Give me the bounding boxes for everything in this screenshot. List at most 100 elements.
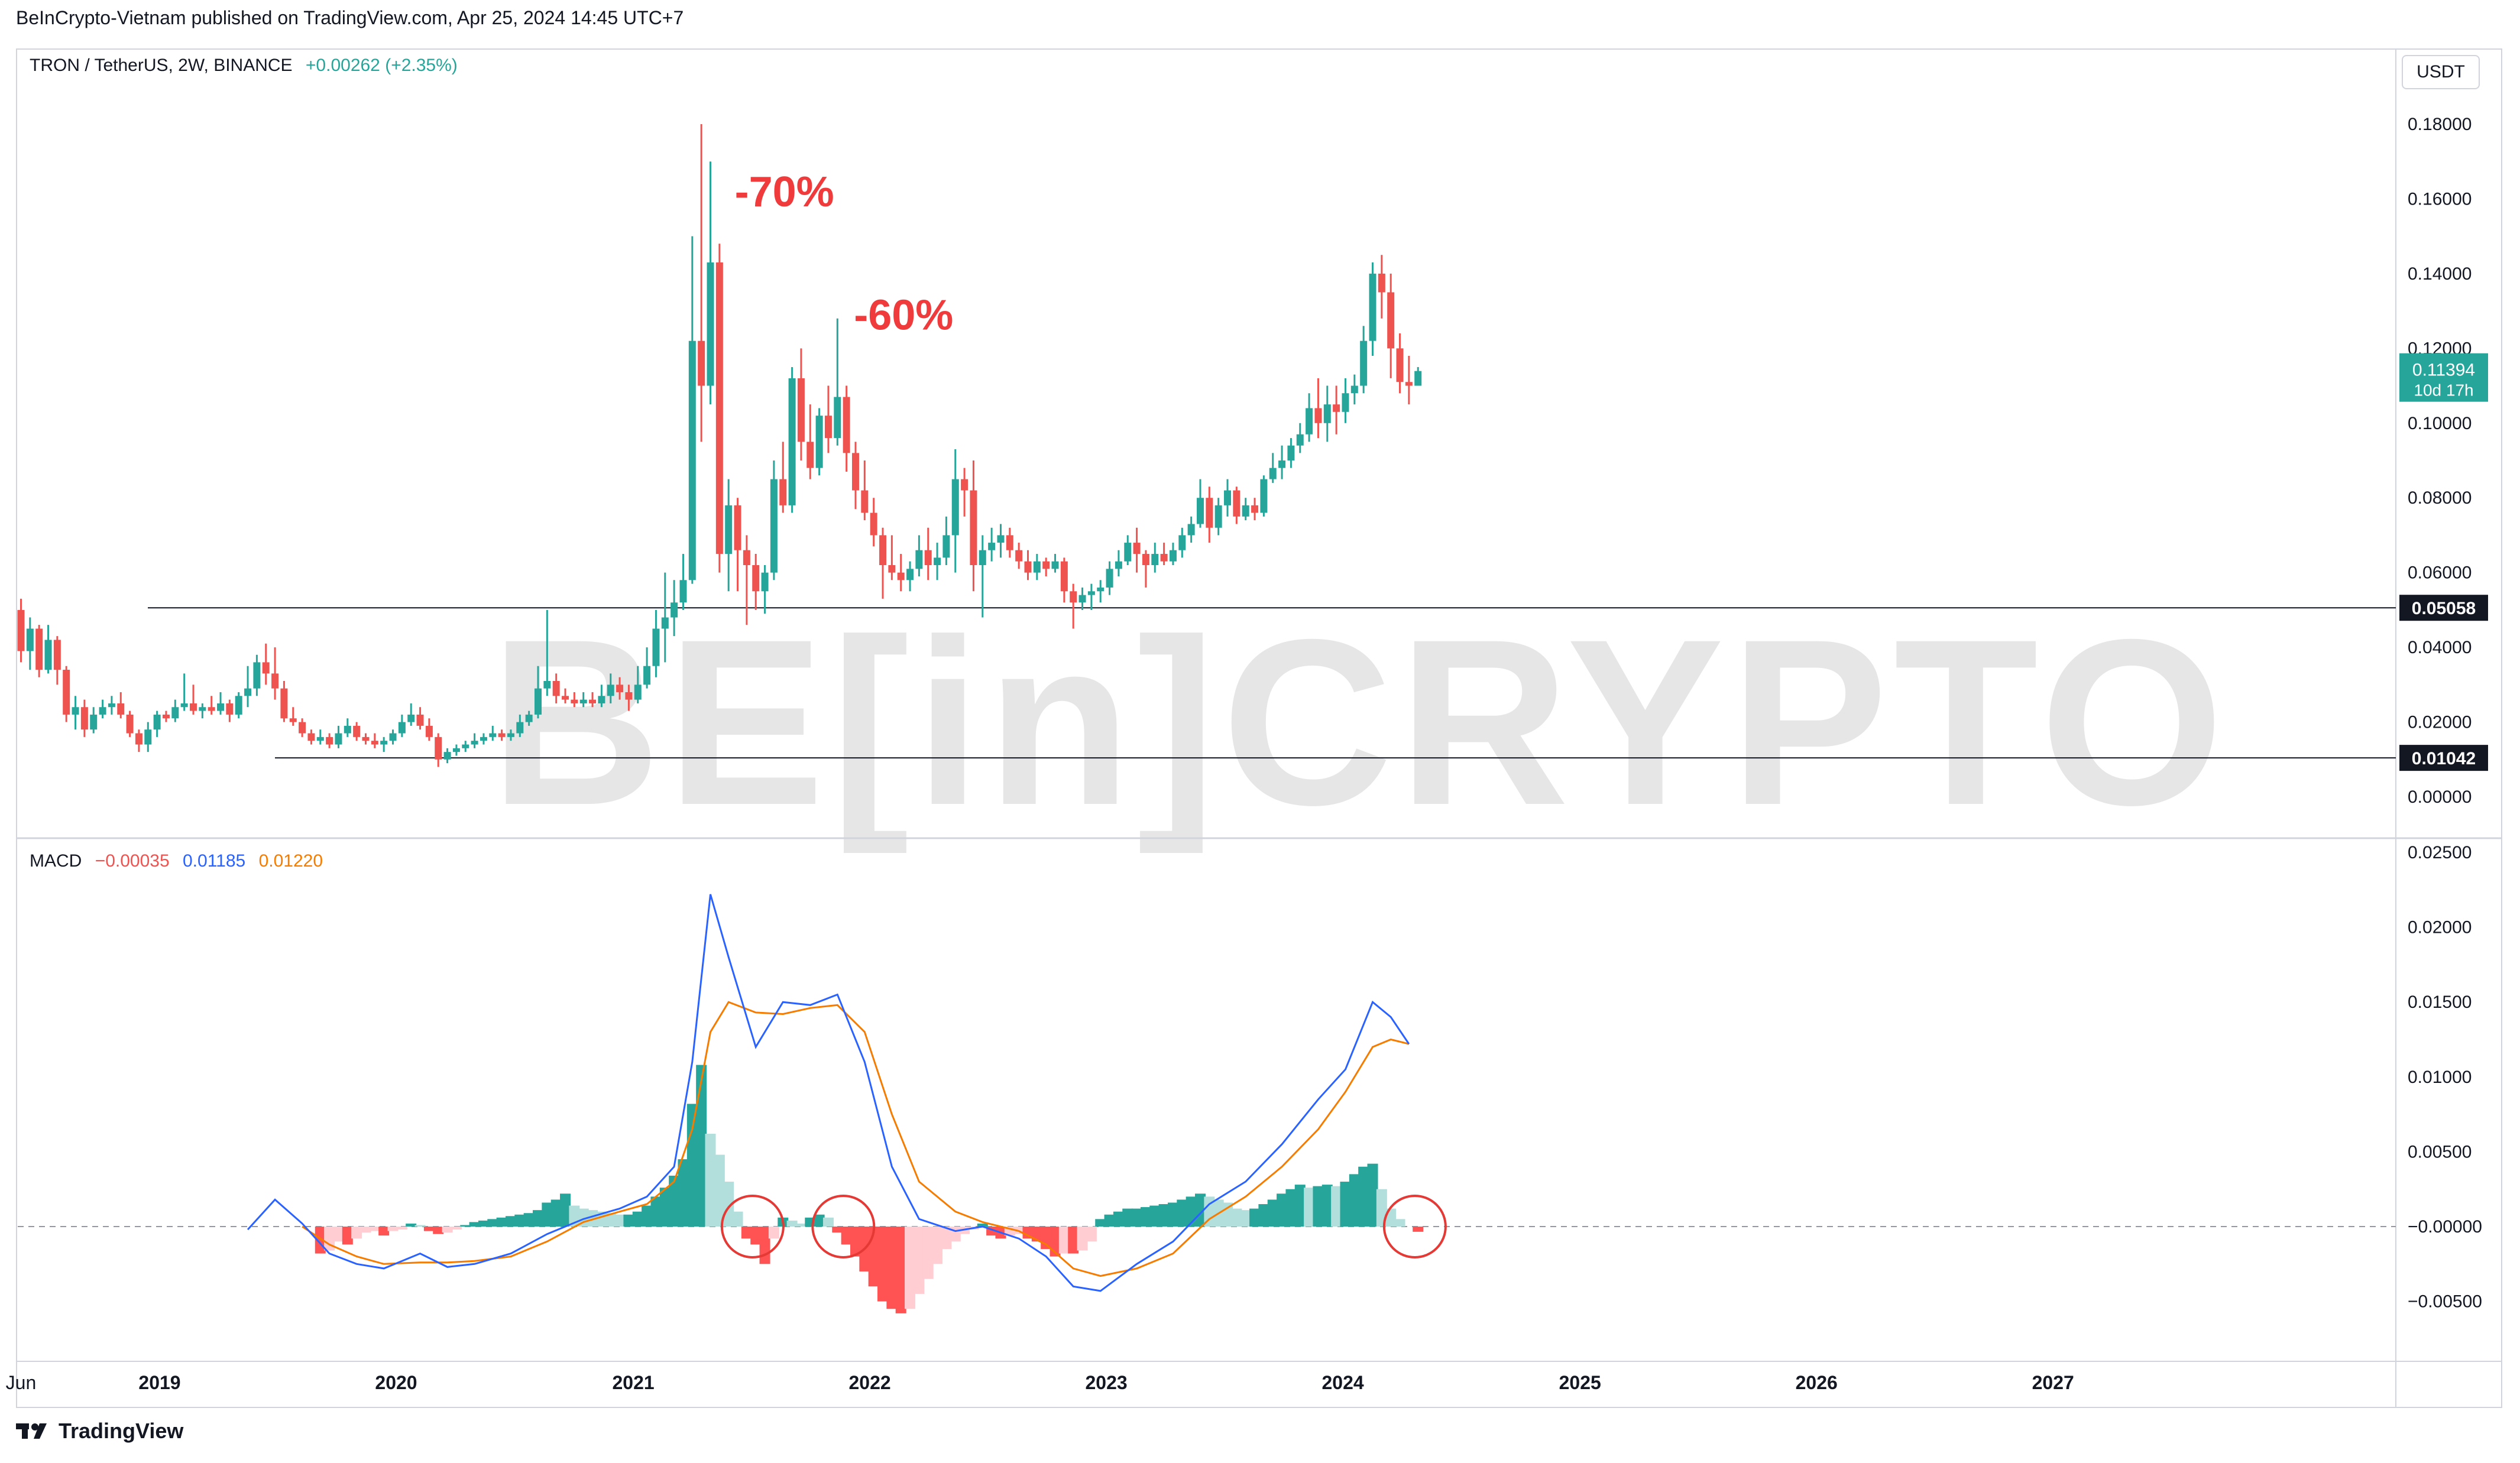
candle-body [344,725,351,734]
candle-body [72,707,79,715]
price-pane[interactable]: -70% -60% [17,124,2396,767]
time-tick-label: 2027 [2032,1372,2074,1393]
candle-body [543,681,551,689]
macd-histogram-bar [1131,1208,1142,1227]
candle-body [652,628,660,666]
candle-body [1387,292,1395,349]
macd-histogram-bar [460,1225,471,1227]
macd-signal-value: 0.01220 [258,851,323,871]
candle-body [335,733,342,745]
macd-histogram-bar [1267,1199,1278,1227]
macd-title[interactable]: MACD [30,851,82,871]
macd-histogram-bar [1058,1227,1070,1254]
macd-histogram-bar [351,1227,362,1239]
macd-line [247,894,1410,1292]
candle-body [407,714,415,722]
candle-body [552,681,560,696]
symbol-legend: TRON / TetherUS, 2W, BINANCE +0.00262 (+… [30,56,466,76]
published-line: BeInCrypto-Vietnam published on TradingV… [16,7,684,28]
macd-histogram-bar [795,1223,806,1227]
macd-tick-label: 0.01000 [2408,1068,2472,1087]
candle-body [851,453,859,491]
macd-histogram-bar [1140,1207,1151,1227]
candle-body [824,416,832,439]
candle-body [707,262,714,386]
drawdown-annotation: -60% [854,292,953,339]
macd-pane[interactable] [18,894,2396,1313]
level-label: 0.05058 [2412,599,2476,618]
candle-body [743,550,750,566]
macd-histogram-bar [650,1196,662,1227]
price-change: +0.00262 (+2.35%) [305,56,458,75]
macd-histogram-bar [396,1227,407,1230]
price-tick-label: 0.10000 [2408,414,2472,433]
macd-line-value: 0.01185 [183,851,246,871]
macd-histogram-bar [1158,1204,1170,1227]
candle-body [1106,569,1113,588]
highlight-circle [1382,1195,1447,1258]
level-label-bg [2399,595,2488,621]
symbol-title[interactable]: TRON / TetherUS, 2W, BINANCE [30,56,293,75]
candle-body [661,617,669,629]
macd-histogram-bar [533,1210,543,1227]
candle-body [1133,543,1141,554]
candle-body [843,397,850,453]
macd-tick-label: 0.02500 [2408,843,2472,862]
macd-histogram-bar [669,1175,680,1227]
candle-body [271,673,279,689]
candle-body [961,479,969,491]
candle-body [671,602,678,618]
macd-histogram-bar [1195,1193,1206,1227]
candle-body [63,670,70,715]
candle-body [452,748,460,752]
candle-body [1360,340,1368,386]
candle-body [262,662,270,674]
candle-body [1414,371,1422,386]
candle-body [17,609,25,651]
candle-body [897,572,905,580]
macd-histogram-bar [850,1227,861,1257]
macd-histogram-bar [768,1227,779,1239]
candle-body [1260,479,1268,513]
macd-histogram-bar [478,1220,489,1227]
candle-body [1269,468,1277,479]
macd-histogram-bar [496,1217,507,1227]
candle-body [117,703,125,715]
highlight-circle [811,1195,876,1258]
macd-tick-label: −0.00000 [2408,1217,2482,1237]
macd-tick-label: 0.02000 [2408,918,2472,938]
candle-body [1405,382,1413,386]
macd-histogram-bar [550,1199,562,1227]
macd-histogram-bar [406,1223,417,1227]
candle-body [217,703,225,711]
candle-body [1142,554,1149,566]
candle-body [1214,505,1222,528]
candle-body [1369,273,1376,341]
candle-body [779,479,787,505]
candle-body [235,696,242,715]
chart-frame [16,48,2502,1408]
candle-body [571,699,578,703]
macd-histogram-bar [1149,1205,1161,1227]
macd-histogram-bar [1340,1182,1351,1227]
macd-histogram-bar [732,1211,743,1227]
macd-histogram-bar [1413,1227,1424,1232]
candle-body [1051,561,1059,569]
candle-body [398,722,406,734]
candle-body [1342,393,1349,412]
candle-body [834,397,841,439]
candle-body [1097,587,1104,592]
last-price-label: 0.11394 [2412,361,2475,380]
macd-histogram-bar [914,1227,925,1294]
macd-histogram-bar [678,1159,689,1227]
macd-histogram-bar [950,1227,961,1242]
macd-histogram-bar [642,1205,653,1227]
macd-histogram-bar [750,1227,762,1245]
macd-histogram-bar [451,1227,462,1230]
candle-body [108,703,115,708]
macd-histogram-bar [932,1227,943,1264]
tradingview-footer[interactable]: TradingView [16,1419,183,1443]
candle-body [734,505,741,550]
currency-button[interactable]: USDT [2402,55,2480,89]
macd-histogram-bar [1095,1219,1106,1227]
